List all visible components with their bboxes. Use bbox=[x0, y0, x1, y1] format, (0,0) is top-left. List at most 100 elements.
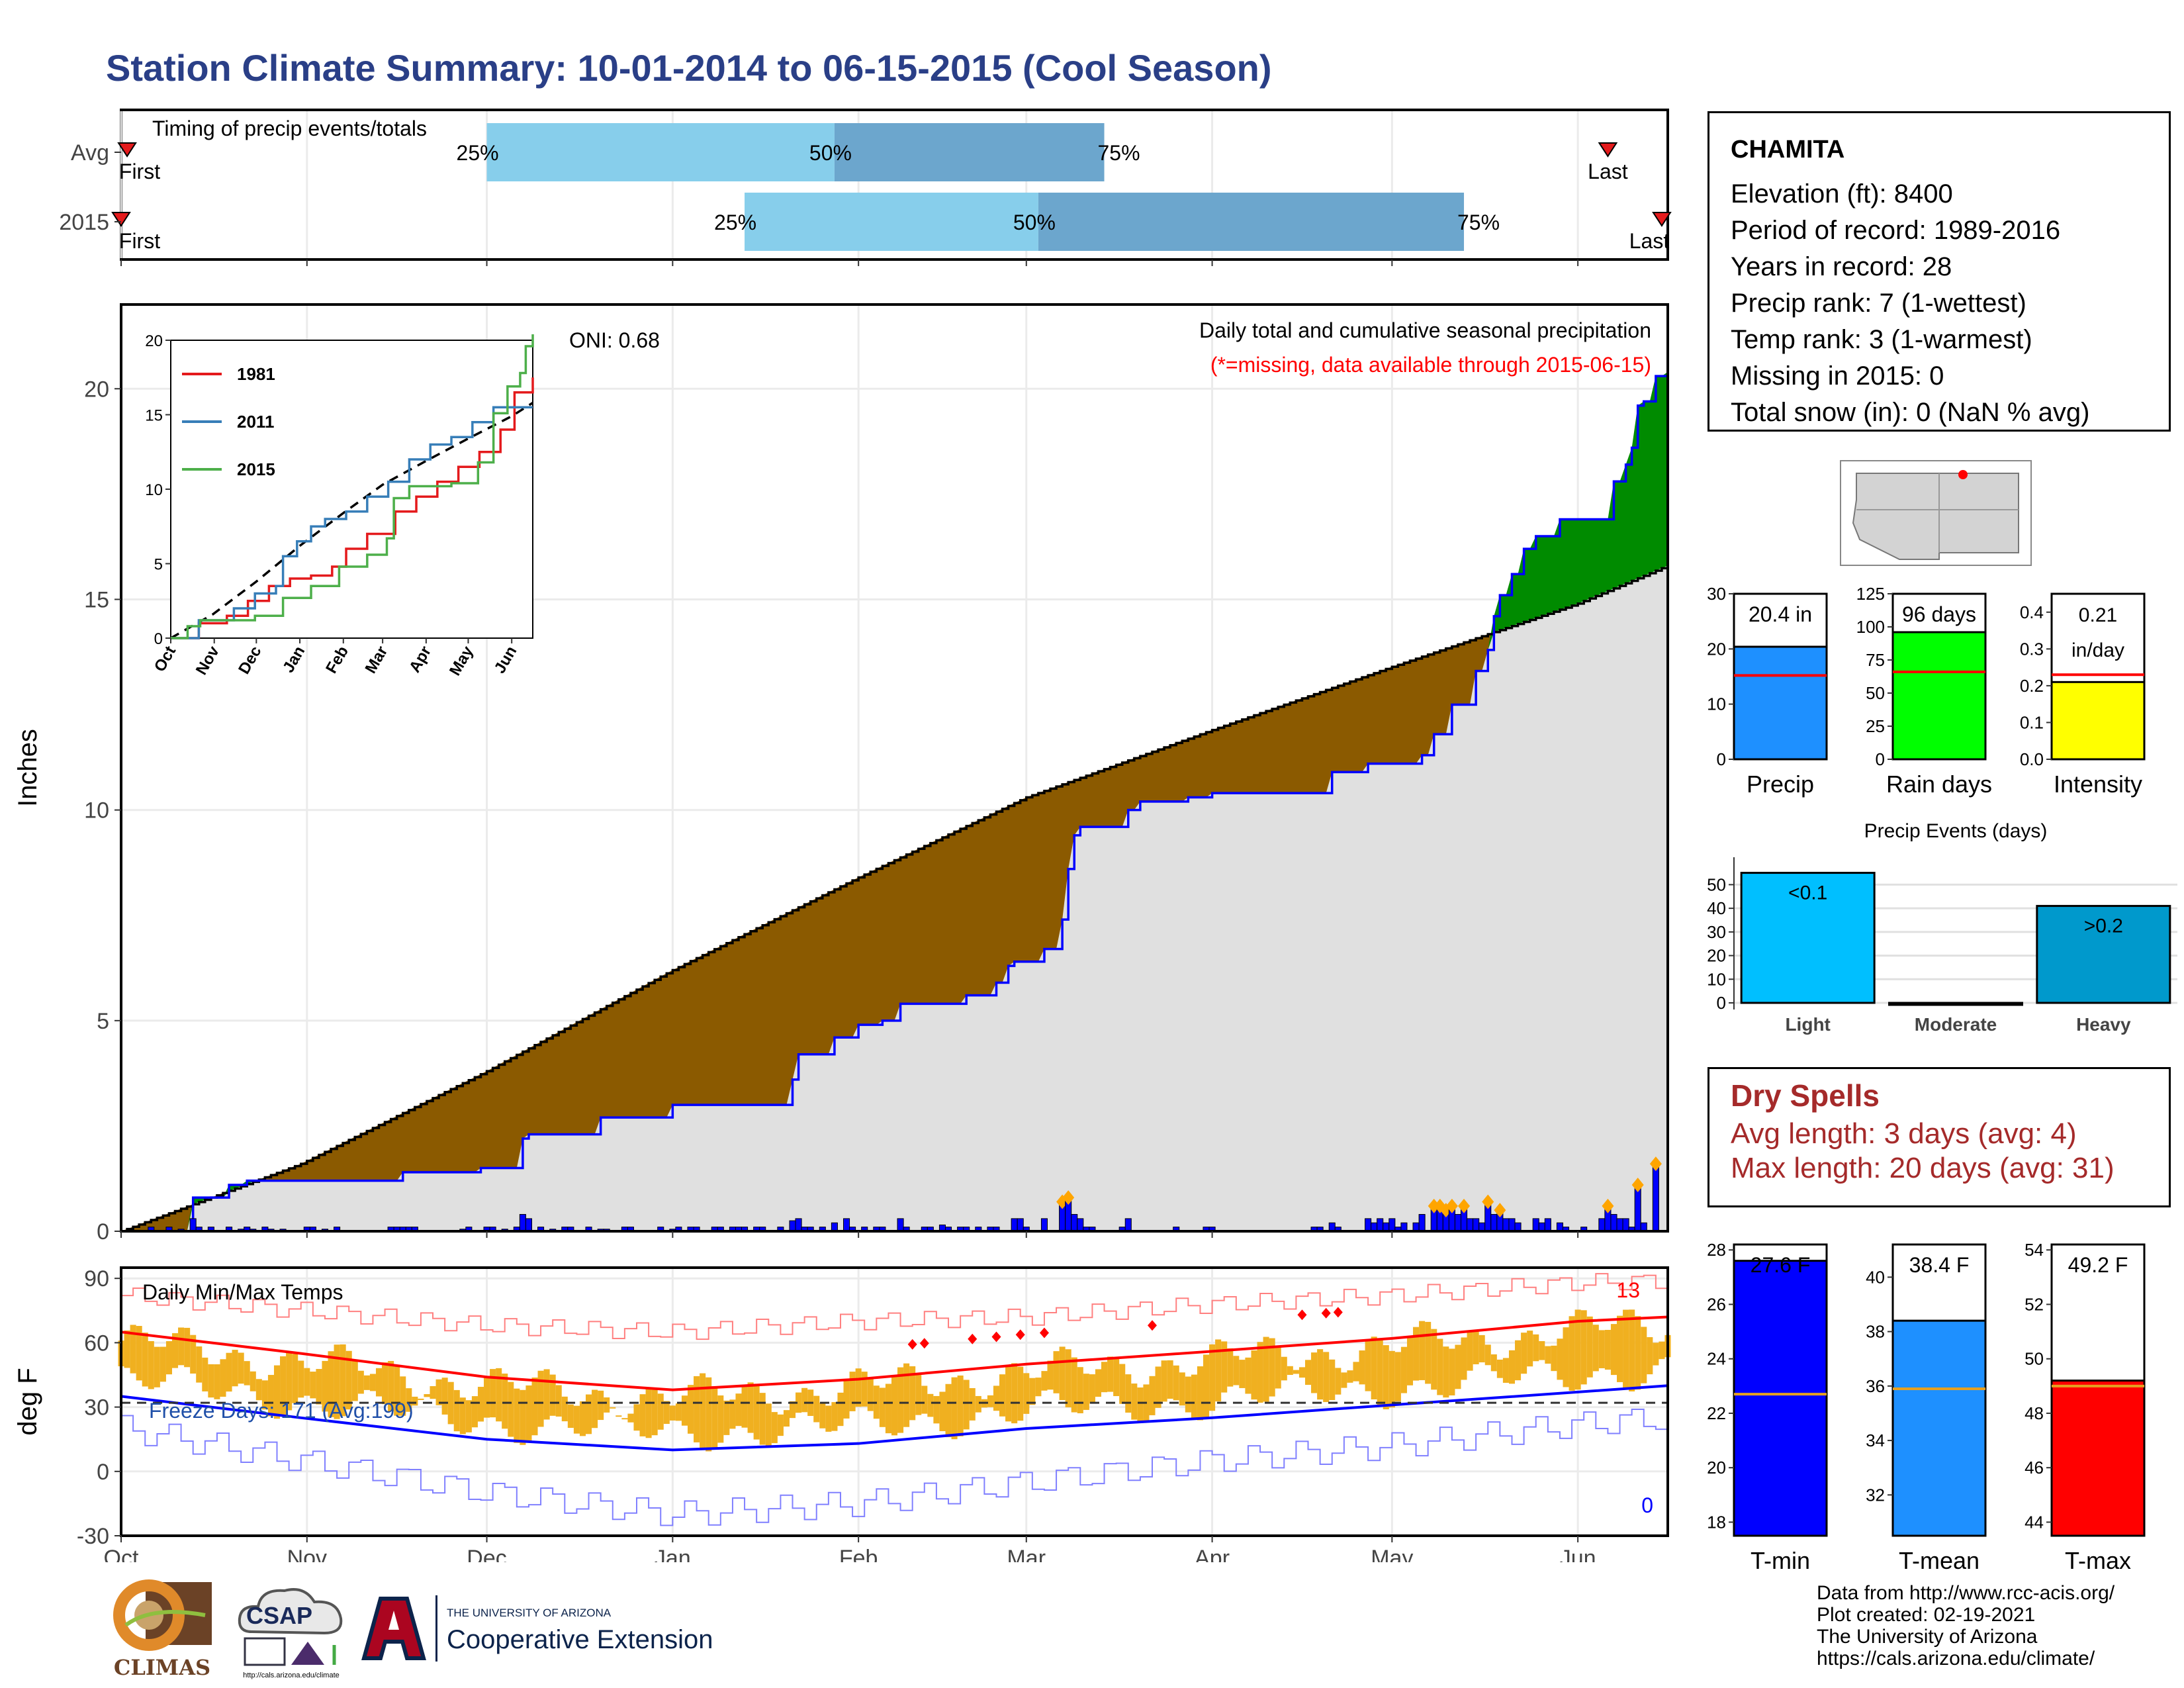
daily-precip-bar bbox=[189, 1218, 197, 1232]
daily-precip-bar bbox=[1418, 1214, 1426, 1232]
daily-temp-range-bar bbox=[592, 1389, 598, 1429]
daily-temp-range-bar bbox=[322, 1360, 328, 1412]
x-tick-label: Dec bbox=[467, 1546, 506, 1562]
mini-y-tick-label: 24 bbox=[1707, 1349, 1726, 1369]
precip-events-chart: Precip Events (days) 0 10 20 30 40 50 <0.1 Light… bbox=[1707, 820, 2177, 1035]
events-category-label: Moderate bbox=[1915, 1014, 1997, 1035]
timing-bar-q2 bbox=[1038, 193, 1465, 251]
daily-temp-range-bar bbox=[700, 1373, 706, 1449]
daily-temp-range-bar bbox=[1371, 1336, 1377, 1400]
daily-precip-bar bbox=[1011, 1218, 1018, 1232]
daily-temp-range-bar bbox=[1221, 1341, 1228, 1393]
timing-pct-label: 50% bbox=[809, 141, 852, 165]
daily-temp-range-bar bbox=[292, 1354, 298, 1403]
daily-temp-range-bar bbox=[1580, 1310, 1587, 1385]
record-high-diamond bbox=[1015, 1329, 1025, 1340]
daily-temp-range-bar bbox=[987, 1395, 993, 1407]
daily-precip-bar bbox=[1652, 1163, 1659, 1232]
mini-bar-value: in/day bbox=[2071, 639, 2124, 661]
daily-temp-range-bar bbox=[1449, 1348, 1455, 1396]
heavy-day-diamond bbox=[1062, 1190, 1075, 1205]
daily-temp-range-bar bbox=[465, 1400, 472, 1432]
daily-temp-range-bar bbox=[1155, 1366, 1161, 1408]
credit-line: Data from http://www.rcc-acis.org/ bbox=[1817, 1582, 2115, 1604]
daily-temp-range-bar bbox=[267, 1375, 274, 1417]
precip-chart: 0 5 10 15 20 Inches ONI: 0.68 Daily total and c… bbox=[13, 303, 1669, 1244]
x-tick-label: May bbox=[1371, 1546, 1413, 1562]
daily-temp-range-bar bbox=[1233, 1356, 1240, 1385]
timing-marker-label: Last bbox=[1588, 160, 1628, 183]
precip-note: (*=missing, data available through 2015-… bbox=[1210, 353, 1651, 377]
mini-y-tick-label: 100 bbox=[1856, 617, 1885, 637]
csap-logo-graphic bbox=[238, 1588, 343, 1666]
daily-temp-range-bar bbox=[375, 1368, 383, 1397]
daily-precip-bar bbox=[1610, 1214, 1617, 1232]
mini-panel-name: Precip bbox=[1747, 771, 1814, 798]
daily-temp-range-bar bbox=[921, 1385, 928, 1414]
daily-temp-range-bar bbox=[765, 1403, 772, 1446]
daily-temp-range-bar bbox=[1101, 1362, 1108, 1393]
daily-temp-range-bar bbox=[687, 1385, 694, 1434]
mini-y-tick-label: 0.4 bbox=[2020, 602, 2044, 622]
mini-bar-value: 0.21 bbox=[2079, 604, 2117, 626]
daily-temp-range-bar bbox=[178, 1327, 185, 1366]
daily-temp-range-bar bbox=[813, 1395, 820, 1423]
mini-bar-value: 38.4 F bbox=[1909, 1253, 1970, 1277]
mini-y-tick-label: 32 bbox=[1866, 1485, 1885, 1505]
daily-precip-bar bbox=[525, 1218, 532, 1232]
daily-temp-range-bar bbox=[849, 1372, 856, 1411]
daily-temp-range-bar bbox=[885, 1383, 891, 1434]
mini-y-tick-label: 48 bbox=[2025, 1403, 2044, 1423]
timing-pct-label: 25% bbox=[457, 141, 499, 165]
daily-temp-range-bar bbox=[1065, 1349, 1071, 1407]
heavy-day-diamond bbox=[1631, 1178, 1644, 1192]
daily-temp-range-bar bbox=[681, 1395, 688, 1426]
daily-temp-range-bar bbox=[1293, 1370, 1299, 1374]
ua-line2: Cooperative Extension bbox=[447, 1625, 713, 1654]
mini-y-tick-label: 26 bbox=[1707, 1294, 1726, 1314]
daily-temp-range-bar bbox=[537, 1370, 544, 1427]
daily-temp-range-bar bbox=[915, 1375, 922, 1415]
daily-temp-range-bar bbox=[615, 1415, 622, 1417]
avg-cumulative-line bbox=[121, 565, 1669, 1233]
mini-y-tick-label: 38 bbox=[1866, 1322, 1885, 1342]
daily-temp-range-bar bbox=[586, 1394, 592, 1434]
inset-frame bbox=[170, 340, 533, 639]
inset-avg-line bbox=[170, 402, 533, 639]
daily-precip-bar bbox=[1365, 1218, 1372, 1232]
daily-temp-range-bar bbox=[1245, 1357, 1251, 1394]
daily-temp-range-bar bbox=[723, 1400, 730, 1435]
daily-temp-range-bar bbox=[388, 1360, 394, 1412]
daily-temp-range-bar bbox=[879, 1387, 886, 1427]
daily-temp-range-bar bbox=[1005, 1366, 1012, 1422]
y-tick-label: 60 bbox=[84, 1331, 109, 1356]
daily-temp-range-bar bbox=[945, 1383, 952, 1438]
daily-temp-range-bar bbox=[867, 1379, 874, 1411]
x-tick-label: Mar bbox=[1007, 1546, 1046, 1562]
daily-precip-bar bbox=[795, 1218, 802, 1232]
events-bar-label: >0.2 bbox=[2084, 915, 2123, 937]
events-bar bbox=[1888, 1002, 2023, 1006]
daily-temp-range-bar bbox=[651, 1387, 658, 1436]
daily-temp-range-bar bbox=[502, 1374, 508, 1429]
daily-temp-range-bar bbox=[514, 1388, 520, 1443]
daily-temp-range-bar bbox=[508, 1382, 514, 1437]
y-tick-label: 15 bbox=[84, 587, 109, 612]
daily-precip-bar bbox=[1454, 1214, 1461, 1232]
daily-temp-range-bar bbox=[1508, 1350, 1516, 1384]
ua-line1: THE UNIVERSITY OF ARIZONA bbox=[447, 1607, 612, 1619]
dry-spells-max: Max length: 20 days (avg: 31) bbox=[1731, 1152, 2115, 1184]
daily-temp-range-bar bbox=[345, 1350, 352, 1410]
daily-temp-range-bar bbox=[1077, 1367, 1083, 1413]
daily-temp-range-bar bbox=[171, 1333, 179, 1368]
daily-temp-range-bar bbox=[657, 1393, 664, 1430]
daily-temp-range-bar bbox=[1185, 1376, 1191, 1413]
precip-deficit-area bbox=[121, 565, 1668, 1231]
daily-temp-range-bar bbox=[783, 1410, 790, 1427]
daily-temp-range-bar bbox=[1635, 1316, 1641, 1390]
daily-temp-range-bar bbox=[1161, 1360, 1167, 1402]
record-high-diamond bbox=[968, 1333, 978, 1344]
mini-y-tick-label: 22 bbox=[1707, 1403, 1726, 1423]
daily-temp-range-bar bbox=[741, 1386, 748, 1428]
mini-y-tick-label: 54 bbox=[2025, 1240, 2044, 1260]
